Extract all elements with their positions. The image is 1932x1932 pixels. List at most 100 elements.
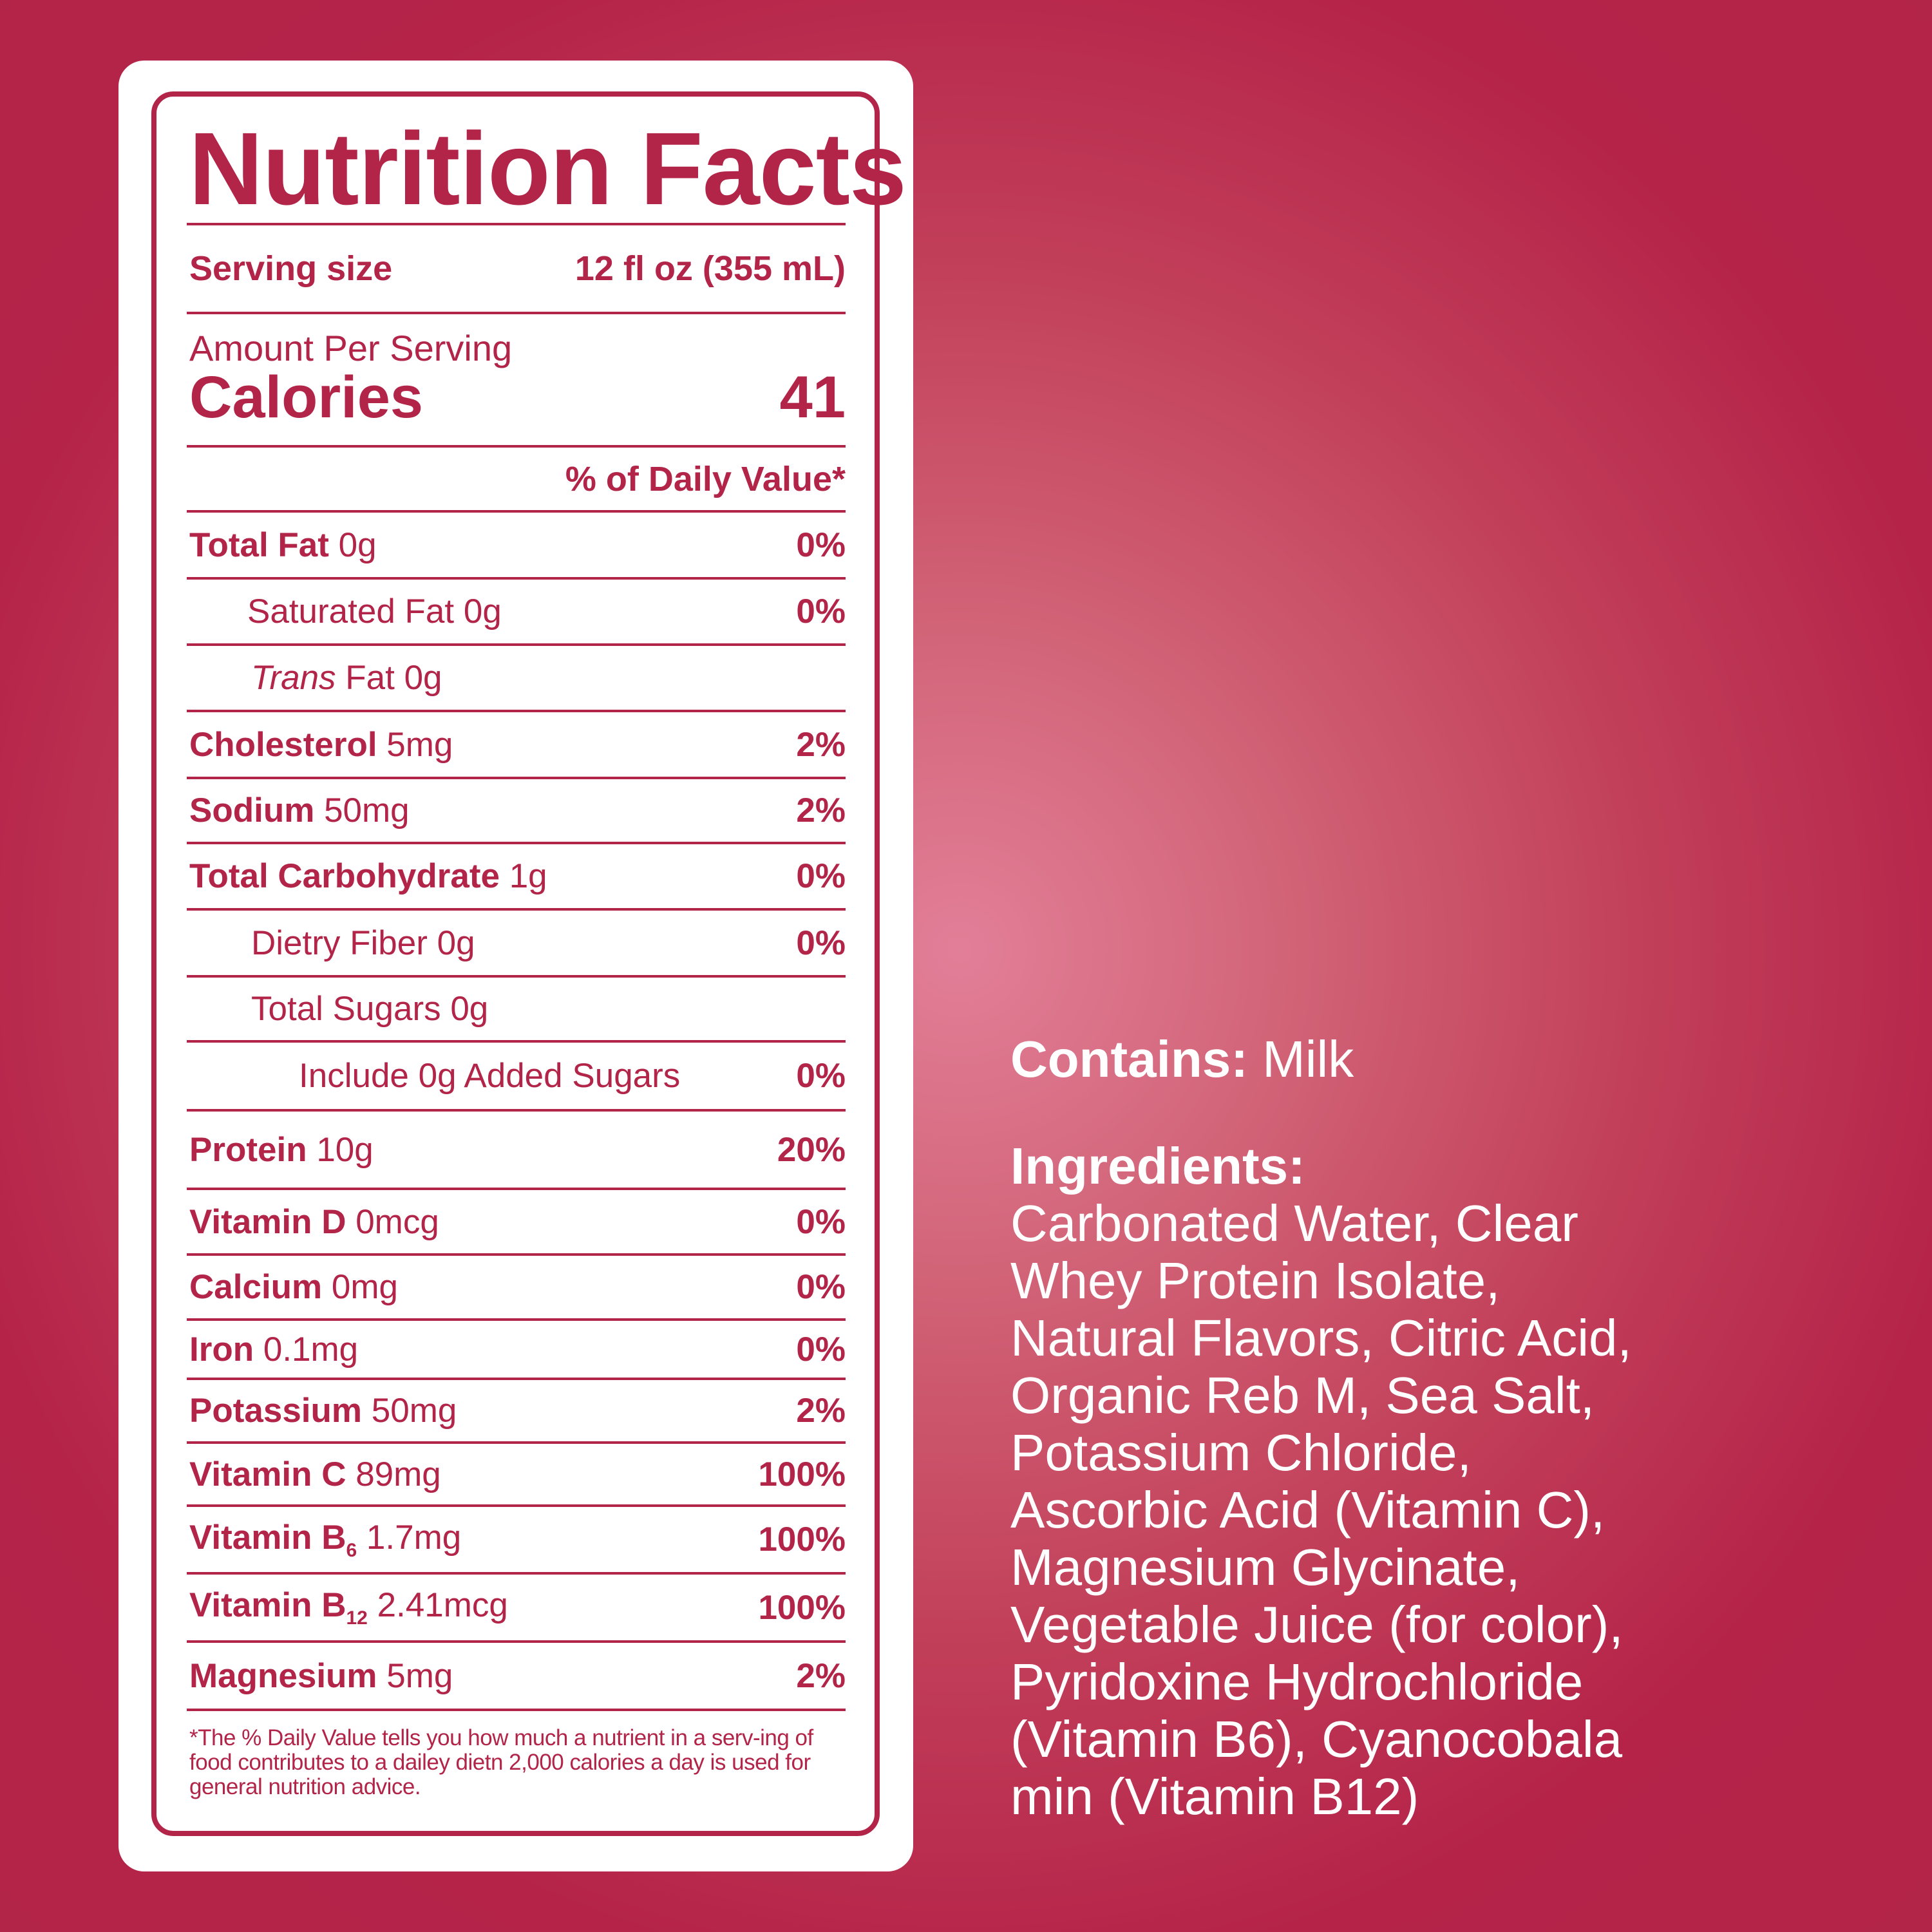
nutrient-label: Potassium: [189, 1392, 363, 1430]
nutrient-row: Vitamin D 0mcg 0%: [187, 1188, 846, 1253]
nutrient-amount: 0mg: [331, 1268, 399, 1306]
amount-per-serving: Amount Per Serving: [189, 328, 513, 369]
nutrient-name: Include 0g Added Sugars: [187, 1056, 680, 1095]
nutrient-amount: 0.1mg: [263, 1330, 359, 1368]
nutrient-name: Magnesium 5mg: [187, 1656, 453, 1696]
nutrient-daily-value: 0%: [796, 592, 846, 630]
nutrient-label: Sodium: [189, 791, 315, 829]
nutrient-label: Total Carbohydrate: [189, 857, 500, 895]
nutrient-daily-value: 100%: [758, 1520, 846, 1558]
nutrient-amount: 0mcg: [355, 1202, 439, 1241]
nutrient-row: Protein 10g 20%: [187, 1109, 846, 1188]
nutrient-name: Potassium 50mg: [187, 1391, 457, 1430]
nutrient-label: Vitamin B: [189, 1518, 346, 1557]
nutrient-row: Total Fat 0g 0%: [187, 510, 846, 577]
nutrient-row: Calcium 0mg 0%: [187, 1253, 846, 1318]
ingredients-line: Potassium Chloride,: [1010, 1424, 1472, 1481]
nutrient-daily-value: 2%: [796, 791, 846, 829]
ingredients-line: Whey Protein Isolate,: [1010, 1252, 1501, 1309]
ingredients-line: (Vitamin B6), Cyanocobala: [1010, 1710, 1623, 1768]
nutrient-amount: 0g: [338, 526, 377, 564]
nutrient-daily-value: 0%: [796, 1330, 846, 1368]
ingredients-section: Ingredients: Carbonated Water, Clear Whey…: [1010, 1137, 1632, 1825]
nutrient-daily-value: 0%: [796, 1202, 846, 1241]
nutrient-row: Total Sugars 0g: [187, 975, 846, 1040]
nutrient-row: Trans Fat 0g: [187, 643, 846, 710]
nutrient-row: Dietry Fiber 0g 0%: [187, 908, 846, 975]
nutrient-daily-value: 100%: [758, 1455, 846, 1493]
nutrient-row: Magnesium 5mg 2%: [187, 1640, 846, 1709]
nutrient-name: Sodium 50mg: [187, 791, 410, 830]
nutrient-row: Total Carbohydrate 1g 0%: [187, 842, 846, 908]
nutrient-label: Total Fat: [189, 526, 329, 564]
nutrient-name: Dietry Fiber 0g: [187, 923, 475, 963]
nutrient-name: Vitamin D 0mcg: [187, 1202, 439, 1242]
nutrient-label: Vitamin D: [189, 1202, 346, 1241]
ingredients-line: Pyridoxine Hydrochloride: [1010, 1653, 1584, 1710]
nutrient-amount: 5mg: [386, 1656, 453, 1695]
serving-size-label: Serving size: [189, 249, 393, 288]
serving-size-value: 12 fl oz (355 mL): [574, 249, 846, 288]
calories-label: Calories: [189, 365, 424, 431]
nutrient-name: Total Fat 0g: [187, 526, 377, 565]
nutrient-label: Protein: [189, 1130, 307, 1169]
calories-value: 41: [779, 365, 846, 431]
daily-value-header: % of Daily Value*: [187, 445, 846, 510]
nutrient-amount: 1.7mg: [366, 1518, 462, 1557]
nutrient-name: Iron 0.1mg: [187, 1330, 358, 1369]
nutrient-label: Trans: [251, 659, 336, 697]
nutrient-amount: 50mg: [324, 791, 410, 829]
nutrient-name: Protein 10g: [187, 1130, 374, 1170]
ingredients-label: Ingredients:: [1010, 1137, 1305, 1195]
nutrient-name: Trans Fat 0g: [187, 658, 442, 697]
nutrient-row: Vitamin C 89mg 100%: [187, 1441, 846, 1504]
nutrient-label: Dietry Fiber 0g: [251, 923, 475, 962]
subscript: 12: [346, 1607, 368, 1629]
contains-statement: Contains: Milk: [1010, 1030, 1354, 1088]
bottom-rule: [187, 1709, 846, 1711]
nutrient-amount: 89mg: [355, 1455, 441, 1493]
nutrient-label: Vitamin B: [189, 1586, 346, 1624]
ingredients-line: Ascorbic Acid (Vitamin C),: [1010, 1481, 1605, 1539]
contains-value: Milk: [1247, 1030, 1354, 1088]
nutrition-label-border: [151, 91, 880, 1836]
serving-size-row: Serving size 12 fl oz (355 mL): [187, 223, 846, 312]
nutrient-daily-value: 0%: [796, 1057, 846, 1095]
ingredients-line: min (Vitamin B12): [1010, 1768, 1419, 1825]
nutrient-amount: 2.41mcg: [377, 1586, 508, 1624]
nutrient-daily-value: 2%: [796, 725, 846, 764]
nutrient-name: Total Sugars 0g: [187, 989, 488, 1028]
ingredients-line: Organic Reb M, Sea Salt,: [1010, 1367, 1595, 1424]
nutrient-daily-value: 0%: [796, 923, 846, 962]
nutrient-row: Saturated Fat 0g 0%: [187, 577, 846, 643]
nutrient-row: Include 0g Added Sugars 0%: [187, 1040, 846, 1109]
nutrient-row: Cholesterol 5mg 2%: [187, 710, 846, 777]
nutrient-name: Calcium 0mg: [187, 1267, 398, 1307]
footnote: *The % Daily Value tells you how much a …: [189, 1725, 813, 1799]
nutrient-label: Cholesterol: [189, 725, 377, 764]
nutrient-name: Vitamin B6 1.7mg: [187, 1518, 461, 1562]
ingredients-line: Carbonated Water, Clear: [1010, 1195, 1578, 1252]
nutrient-daily-value: 20%: [777, 1130, 846, 1169]
subscript: 6: [346, 1539, 357, 1561]
nutrient-name: Total Carbohydrate 1g: [187, 857, 547, 896]
nutrient-row: Vitamin B12 2.41mcg 100%: [187, 1572, 846, 1640]
nutrient-label: Saturated Fat 0g: [247, 592, 502, 630]
nutrient-daily-value: 2%: [796, 1392, 846, 1430]
nutrient-amount: 50mg: [371, 1392, 457, 1430]
nutrient-label: Vitamin C: [189, 1455, 346, 1493]
nutrient-label: Magnesium: [189, 1656, 377, 1695]
nutrient-row: Potassium 50mg 2%: [187, 1378, 846, 1441]
nutrient-name: Cholesterol 5mg: [187, 725, 453, 764]
nutrient-label: Total Sugars 0g: [251, 990, 489, 1028]
contains-label: Contains:: [1010, 1030, 1248, 1088]
nutrient-amount: 10g: [316, 1130, 374, 1169]
nutrient-label: Iron: [189, 1330, 254, 1368]
label-title: Nutrition Facts: [189, 111, 907, 226]
nutrient-daily-value: 0%: [796, 1268, 846, 1306]
ingredients-line: Natural Flavors, Citric Acid,: [1010, 1309, 1632, 1367]
nutrient-amount: 1g: [509, 857, 547, 895]
ingredients-line: Vegetable Juice (for color),: [1010, 1596, 1624, 1653]
nutrient-row: Vitamin B6 1.7mg 100%: [187, 1504, 846, 1572]
nutrition-rows: Serving size 12 fl oz (355 mL) Amount Pe…: [187, 223, 846, 1711]
